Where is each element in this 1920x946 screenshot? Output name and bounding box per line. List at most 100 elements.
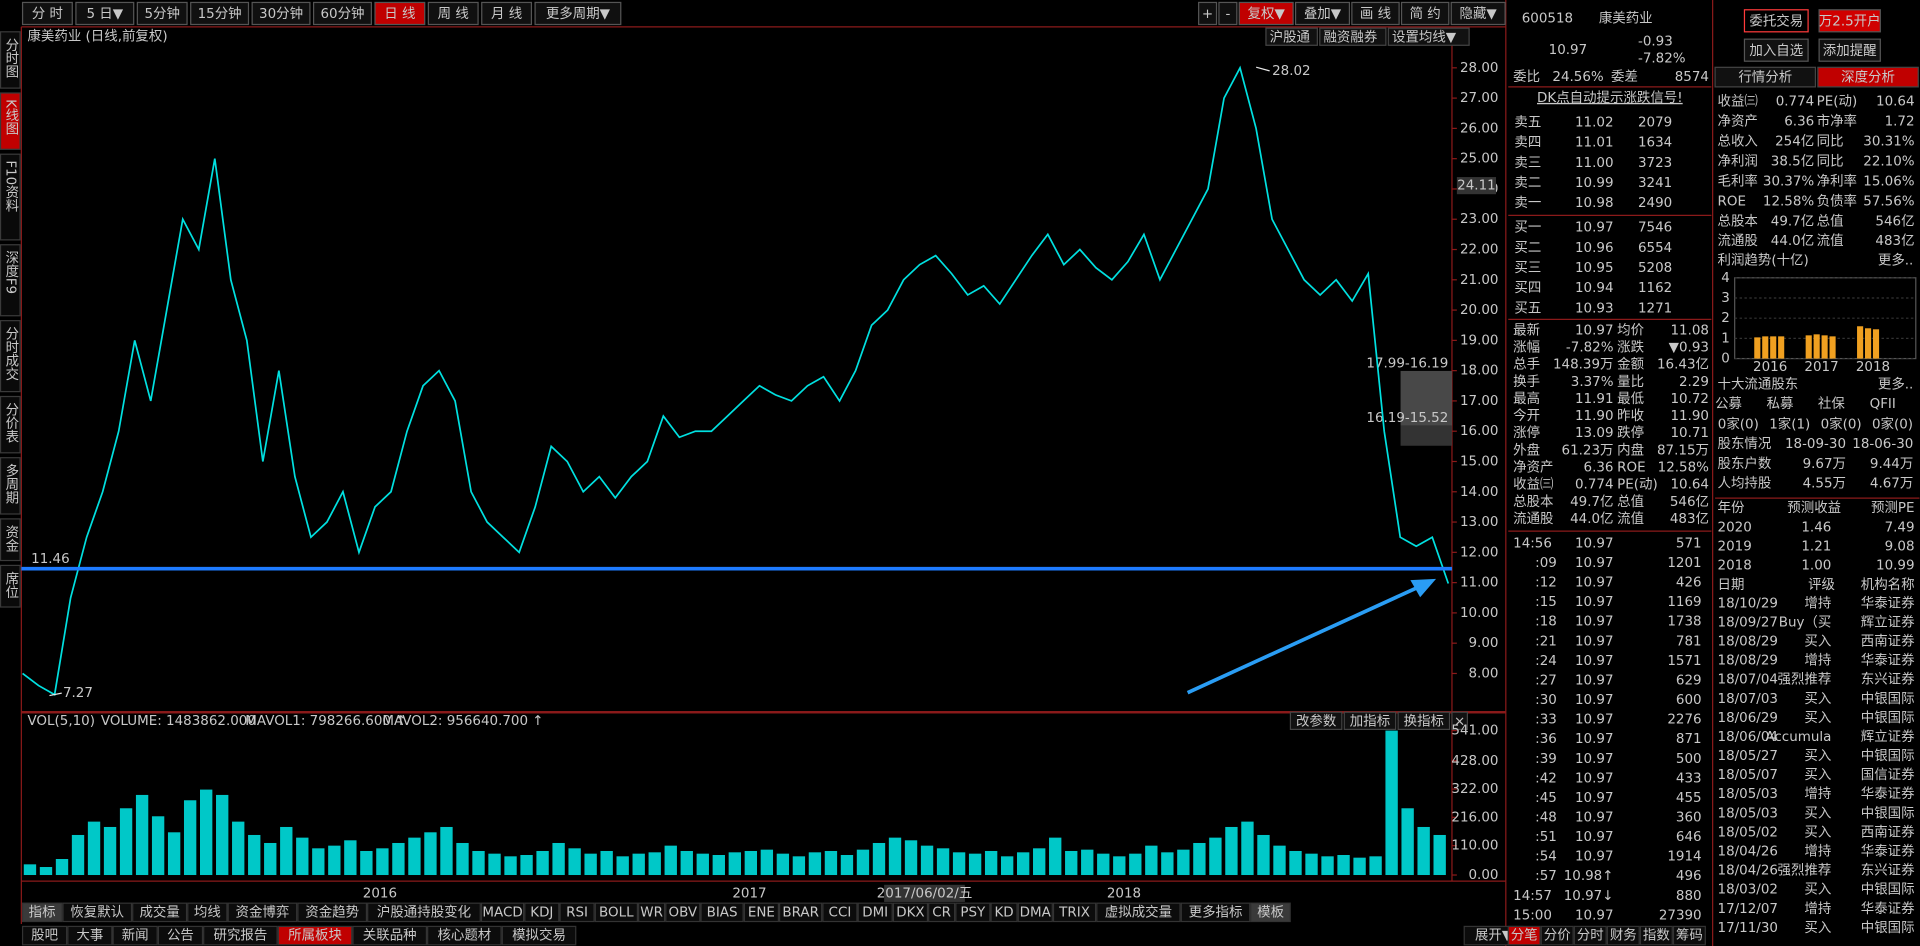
- y-tick-label: 23.00: [1460, 212, 1499, 227]
- tool-button[interactable]: [1450, 1, 1506, 26]
- indicator-tab[interactable]: [227, 902, 298, 923]
- indicator-tab[interactable]: [892, 902, 929, 923]
- vol-button[interactable]: [1289, 711, 1343, 730]
- indicator-tab[interactable]: [822, 902, 858, 923]
- fin-label: 净利润: [1718, 153, 1758, 169]
- book-volume: 3723: [1638, 156, 1672, 171]
- volume-bar: [744, 850, 758, 876]
- tool-button[interactable]: [1238, 1, 1294, 26]
- tool-button[interactable]: [1400, 1, 1450, 26]
- period-button[interactable]: [481, 1, 533, 26]
- indicator-tab[interactable]: [1017, 902, 1053, 923]
- indicator-tab[interactable]: [62, 902, 133, 923]
- indicator-tab[interactable]: [187, 902, 228, 923]
- bottom-tab[interactable]: [352, 925, 428, 946]
- forecast-eps: 1.46: [1801, 520, 1831, 535]
- indicator-tab[interactable]: [524, 902, 560, 923]
- tool-button[interactable]: [1218, 1, 1238, 26]
- period-button[interactable]: [190, 1, 250, 26]
- bottom-tab[interactable]: [112, 925, 158, 946]
- rating-org: 辉立证券: [1861, 729, 1915, 745]
- volume-bar: [872, 842, 886, 876]
- high-label: 28.02: [1272, 64, 1311, 79]
- profit-x-label: 2016: [1753, 360, 1787, 375]
- fin-value: 57.56%: [1863, 194, 1915, 209]
- bottom-tab[interactable]: [21, 925, 68, 946]
- analysis-tab[interactable]: [1714, 66, 1817, 88]
- quote-tab[interactable]: [1573, 925, 1607, 946]
- quote-tab[interactable]: [1540, 925, 1574, 946]
- analysis-tab[interactable]: [1817, 66, 1919, 88]
- bottom-tab[interactable]: [501, 925, 577, 946]
- indicator-tab[interactable]: [1180, 902, 1251, 923]
- chart-button[interactable]: [1387, 27, 1470, 46]
- period-label: 日 线: [384, 6, 415, 22]
- side-tab[interactable]: [0, 564, 21, 608]
- chart-button[interactable]: [1319, 27, 1387, 46]
- indicator-tab[interactable]: [743, 902, 779, 923]
- action-button[interactable]: [1743, 9, 1809, 33]
- indicator-tab[interactable]: [1250, 902, 1291, 923]
- bottom-tab[interactable]: [203, 925, 278, 946]
- indicator-tab[interactable]: [21, 902, 63, 923]
- quote-tab[interactable]: [1672, 925, 1706, 946]
- period-button[interactable]: [374, 1, 426, 26]
- bottom-tab[interactable]: [157, 925, 204, 946]
- bottom-tab[interactable]: [67, 925, 113, 946]
- stock-name: 康美药业: [1599, 9, 1653, 26]
- indicator-tab[interactable]: [857, 902, 893, 923]
- action-button[interactable]: [1818, 9, 1881, 33]
- side-tab[interactable]: [0, 244, 21, 317]
- indicator-tab[interactable]: [480, 902, 525, 923]
- indicator-tab[interactable]: [638, 902, 666, 923]
- stat-value: 11.90: [1575, 409, 1614, 424]
- side-tab[interactable]: [0, 457, 21, 515]
- volume-bar: [1177, 849, 1190, 876]
- volume-bar: [1257, 834, 1270, 876]
- vol-button[interactable]: [1397, 711, 1451, 730]
- side-tab[interactable]: [0, 153, 21, 241]
- indicator-tab[interactable]: [559, 902, 595, 923]
- tool-button[interactable]: [1294, 1, 1351, 26]
- bottom-tab[interactable]: [277, 925, 353, 946]
- side-tab[interactable]: [0, 92, 21, 150]
- vol-button[interactable]: [1343, 711, 1397, 730]
- period-button[interactable]: [21, 1, 73, 26]
- indicator-tab[interactable]: [778, 902, 823, 923]
- period-button[interactable]: [251, 1, 311, 26]
- side-tab[interactable]: [0, 395, 21, 454]
- fin-label: 总股本: [1718, 213, 1758, 229]
- quote-tab[interactable]: [1639, 925, 1673, 946]
- indicator-tab[interactable]: [955, 902, 991, 923]
- chart-button[interactable]: [1265, 27, 1318, 46]
- indicator-tab[interactable]: [1052, 902, 1097, 923]
- side-tab[interactable]: [0, 320, 21, 393]
- side-tab[interactable]: [0, 518, 21, 562]
- vol-button[interactable]: [1451, 711, 1469, 730]
- tick-price: 10.97: [1575, 556, 1614, 571]
- indicator-tab[interactable]: [665, 902, 701, 923]
- bottom-tab[interactable]: [427, 925, 502, 946]
- action-button[interactable]: [1818, 38, 1881, 62]
- indicator-tab[interactable]: [700, 902, 744, 923]
- tool-button[interactable]: [1198, 1, 1218, 26]
- indicator-tab[interactable]: [132, 902, 188, 923]
- period-button[interactable]: [136, 1, 188, 26]
- side-tab[interactable]: [0, 31, 21, 89]
- quote-tab[interactable]: [1507, 925, 1541, 946]
- action-button[interactable]: [1743, 38, 1809, 62]
- indicator-tab[interactable]: [990, 902, 1018, 923]
- period-button[interactable]: [312, 1, 372, 26]
- period-button[interactable]: [534, 1, 622, 26]
- tool-button[interactable]: [1351, 1, 1400, 26]
- indicator-tab[interactable]: [928, 902, 956, 923]
- indicator-tab[interactable]: [594, 902, 639, 923]
- quote-tab[interactable]: [1606, 925, 1640, 946]
- indicator-tab[interactable]: [1096, 902, 1181, 923]
- indicator-tab[interactable]: [367, 902, 481, 923]
- indicator-tab[interactable]: [297, 902, 368, 923]
- rating-date: 18/10/29: [1718, 596, 1778, 611]
- period-button[interactable]: [75, 1, 135, 26]
- forecast-pe: 9.08: [1885, 539, 1915, 554]
- period-button[interactable]: [427, 1, 479, 26]
